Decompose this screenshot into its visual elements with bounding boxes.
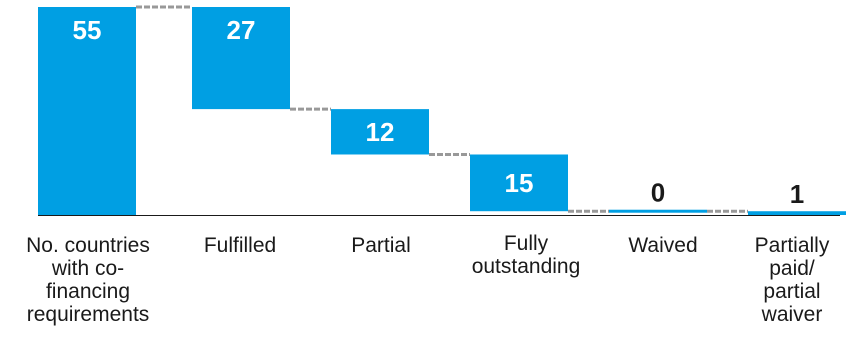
value-label-5: 1	[790, 179, 804, 209]
category-label-4: Waived	[628, 234, 697, 257]
category-labels-group: No. countries with co-financing requiremen…	[26, 232, 830, 326]
category-label-1: Fulfilled	[204, 234, 276, 257]
value-labels-group: 55 27 12 15 0 1	[73, 15, 805, 209]
value-label-3: 15	[505, 168, 534, 198]
bar-3	[470, 154, 568, 212]
value-label-2: 12	[366, 117, 395, 147]
category-label-3: Fully outstanding	[472, 232, 581, 278]
bar-2	[331, 109, 429, 155]
category-label-0: No. countries with co-financing requiremen…	[26, 234, 150, 326]
bars-group	[38, 7, 846, 215]
bar-5	[748, 211, 846, 215]
connector-lines	[136, 5, 748, 213]
bar-4	[609, 209, 707, 213]
bar-1	[192, 7, 290, 110]
value-label-0: 55	[73, 15, 102, 45]
category-label-2: Partial	[351, 234, 411, 257]
value-label-4: 0	[651, 178, 665, 208]
category-label-5: Partially paid/partial waiver	[755, 234, 830, 326]
value-label-1: 27	[227, 15, 256, 45]
bar-0	[38, 7, 136, 215]
